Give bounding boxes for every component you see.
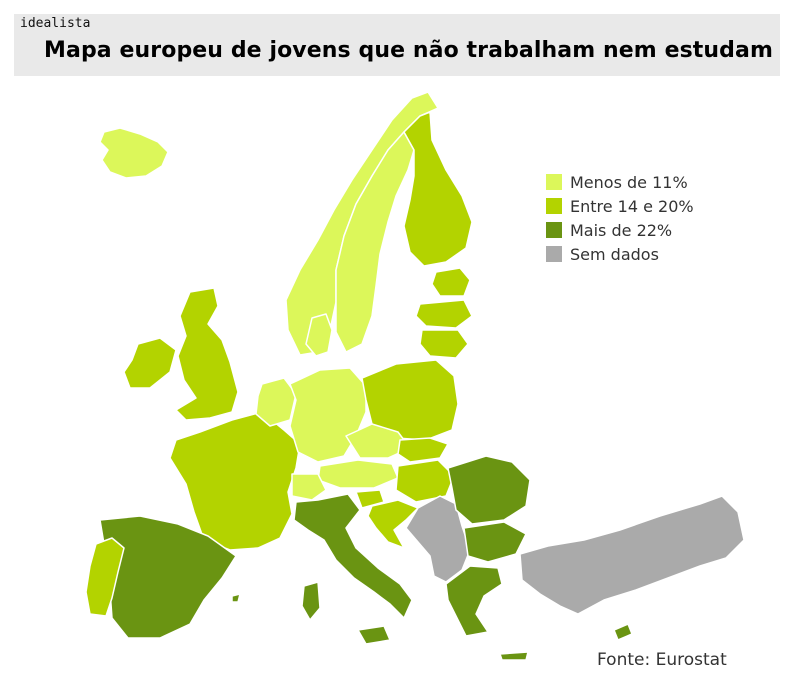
legend-item: Menos de 11%	[546, 170, 694, 194]
region-austria	[317, 459, 399, 489]
region-ireland	[123, 337, 177, 389]
legend-swatch-mid	[546, 198, 562, 214]
region-sweden	[335, 131, 415, 353]
region-romania	[447, 455, 531, 525]
region-estonia	[431, 267, 471, 297]
region-bulgaria	[463, 521, 527, 563]
region-sardinia	[301, 581, 321, 621]
source-credit: Fonte: Eurostat	[597, 650, 727, 670]
region-iceland	[99, 127, 169, 179]
region-slovakia	[397, 437, 449, 463]
region-croatia	[367, 499, 419, 549]
region-denmark	[305, 313, 333, 357]
region-switzerland	[291, 473, 327, 501]
legend-swatch-low	[546, 174, 562, 190]
region-finland	[403, 111, 473, 267]
legend-swatch-none	[546, 246, 562, 262]
legend-swatch-high	[546, 222, 562, 238]
region-cyprus	[613, 623, 633, 641]
region-lithuania	[419, 329, 469, 359]
region-western-balkans	[405, 495, 471, 583]
region-sicily	[357, 625, 391, 645]
header-banner: idealista Mapa europeu de jovens que não…	[14, 14, 780, 76]
legend-item: Mais de 22%	[546, 218, 694, 242]
brand-logo-text: idealista	[20, 16, 91, 31]
legend-label: Sem dados	[570, 244, 659, 264]
region-uk	[175, 287, 239, 421]
legend-label: Menos de 11%	[570, 172, 688, 192]
region-turkey	[519, 495, 745, 615]
region-poland	[361, 359, 459, 441]
region-portugal	[85, 537, 125, 617]
legend-item: Entre 14 e 20%	[546, 194, 694, 218]
legend-label: Entre 14 e 20%	[570, 196, 694, 216]
region-slovenia	[355, 489, 385, 509]
legend-item: Sem dados	[546, 242, 694, 266]
region-crete	[499, 651, 529, 661]
region-latvia	[415, 299, 473, 329]
map-legend: Menos de 11% Entre 14 e 20% Mais de 22% …	[546, 170, 694, 266]
legend-label: Mais de 22%	[570, 220, 673, 240]
region-italy	[293, 493, 413, 619]
region-balearics	[231, 593, 241, 603]
region-benelux	[255, 377, 297, 427]
region-greece	[445, 565, 503, 637]
region-hungary	[395, 459, 455, 503]
page-title: Mapa europeu de jovens que não trabalham…	[44, 38, 773, 63]
